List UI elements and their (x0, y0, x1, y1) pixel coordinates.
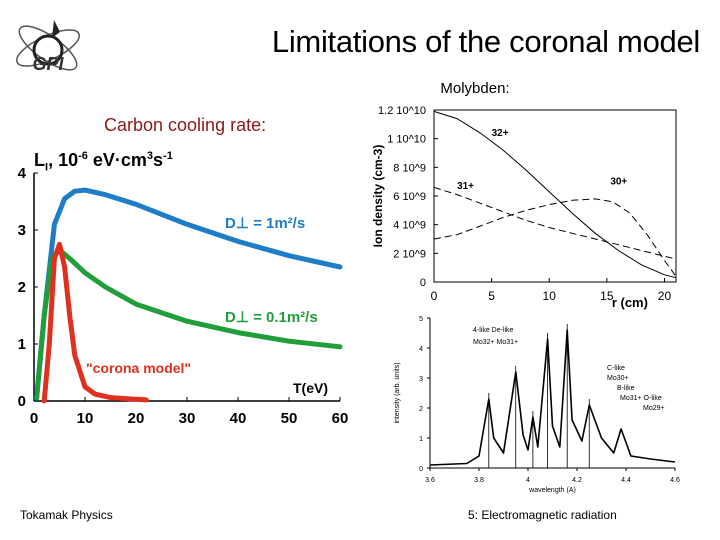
carbon-y-tick-label: 3 (18, 222, 26, 239)
carbon-series-line (34, 187, 343, 401)
carbon-x-tick-label: 60 (332, 410, 349, 427)
carbon-y-tick-label: 1 (18, 336, 26, 353)
logo-graphic: GPI (16, 20, 80, 74)
spec-x-tick-label: 4 (526, 477, 530, 484)
carbon-series-line (34, 247, 343, 401)
carbon-y-tick-label: 0 (18, 393, 26, 410)
spec-x-tick-label: 4.2 (572, 477, 582, 484)
mo-series-line (433, 186, 677, 260)
mo-x-axis-label: r (cm) (612, 295, 648, 310)
spec-x-tick-label: 4.4 (621, 477, 631, 484)
mo-series-label: 31+ (457, 181, 474, 192)
carbon-chart-title: Carbon cooling rate: (104, 115, 267, 135)
spec-series-line (429, 329, 676, 466)
mo-y-tick-label: 6 10^9 (393, 191, 426, 203)
mo-y-tick-label: 1.2 10^10 (378, 105, 426, 117)
spec-x-tick-label: 4.6 (670, 477, 680, 484)
spec-annotation: C-like (607, 365, 625, 372)
carbon-x-tick-label: 10 (77, 410, 94, 427)
spec-annotation: B-like (617, 385, 635, 392)
mo-y-tick-label: 0 (420, 277, 426, 289)
mo-y-tick-label: 2 10^9 (393, 248, 426, 260)
spec-y-axis-label: intensity (arb. units) (394, 362, 401, 423)
spec-x-tick-label: 3.8 (474, 477, 484, 484)
carbon-x-tick-label: 50 (281, 410, 298, 427)
spec-annotation: Mo30+ (607, 375, 629, 382)
mo-x-tick-label: 20 (658, 289, 672, 303)
carbon-series-legend: D⊥ = 1m²/s (225, 215, 305, 232)
mo-series-label: 32+ (492, 128, 509, 139)
carbon-x-axis-label: T(eV) (293, 380, 328, 396)
slide-title: Limitations of the coronal model (271, 24, 700, 59)
carbon-x-tick-label: 30 (179, 410, 196, 427)
mo-x-tick-label: 15 (600, 289, 614, 303)
spec-y-tick-label: 5 (419, 316, 423, 323)
spec-x-tick-label: 3.6 (425, 477, 435, 484)
spec-y-tick-label: 3 (419, 376, 423, 383)
mo-spectrum-chart: 3.6 3.8 4 4.2 4.4 4.6 0 1 2 3 4 5 wavelength (A) inte… (394, 316, 680, 494)
carbon-x-tick-label: 40 (230, 410, 247, 427)
mo-x-tick-label: 5 (488, 289, 495, 303)
footer-course: Tokamak Physics (20, 508, 113, 522)
footer-chapter: 5: Electromagnetic radiation (468, 508, 617, 522)
spec-y-tick-label: 2 (419, 406, 423, 413)
carbon-x-tick-label: 20 (128, 410, 145, 427)
spec-x-axis-label: wavelength (A) (528, 487, 576, 494)
logo-text: GPI (32, 54, 64, 74)
mo-y-tick-label: 8 10^9 (393, 162, 426, 174)
mo-x-tick-label: 0 (431, 289, 438, 303)
carbon-y-tick-label: 2 (18, 279, 26, 296)
mo-y-axis-label: Ion density (cm-3) (371, 145, 385, 248)
carbon-series-line (41, 241, 149, 404)
carbon-y-tick-label: 4 (18, 165, 27, 182)
molybden-subtitle: Molybden: (440, 80, 510, 97)
spec-annotation: 4-like De-like (473, 327, 514, 334)
molybden-ion-density-chart: 0 5 10 15 20 0 2 10^9 4 10^9 6 10^9 8 10^9 1 10^10… (371, 105, 677, 310)
spec-annotation: Mo29+ (643, 405, 665, 412)
mo-series-label: 30+ (610, 177, 627, 188)
spec-y-tick-label: 0 (419, 466, 423, 473)
carbon-series-legend: "corona model" (86, 360, 191, 376)
spec-y-tick-label: 4 (419, 346, 423, 353)
mo-plot-frame (433, 109, 677, 283)
carbon-cooling-chart: 0 10 20 30 40 50 60 0 1 2 3 4 T(eV) D⊥ = 1m²/s D⊥ = 0.… (18, 165, 349, 427)
mo-y-tick-label: 1 10^10 (387, 134, 426, 146)
spec-annotation: Mo32+ Mo31+ (473, 339, 518, 346)
carbon-y-axis-label: LI, 10-6 eV·cm3s-1 (34, 150, 173, 174)
carbon-series-legend: D⊥ = 0.1m²/s (225, 309, 318, 326)
mo-x-tick-label: 10 (543, 289, 557, 303)
mo-series-line (433, 198, 677, 277)
carbon-x-tick-label: 0 (30, 410, 38, 427)
mo-series-line (433, 110, 677, 279)
spec-y-tick-label: 1 (419, 436, 423, 443)
spec-annotation: Mo31+ O-like (620, 395, 662, 402)
gpi-logo: GPI (8, 12, 88, 97)
mo-y-tick-label: 4 10^9 (393, 220, 426, 232)
